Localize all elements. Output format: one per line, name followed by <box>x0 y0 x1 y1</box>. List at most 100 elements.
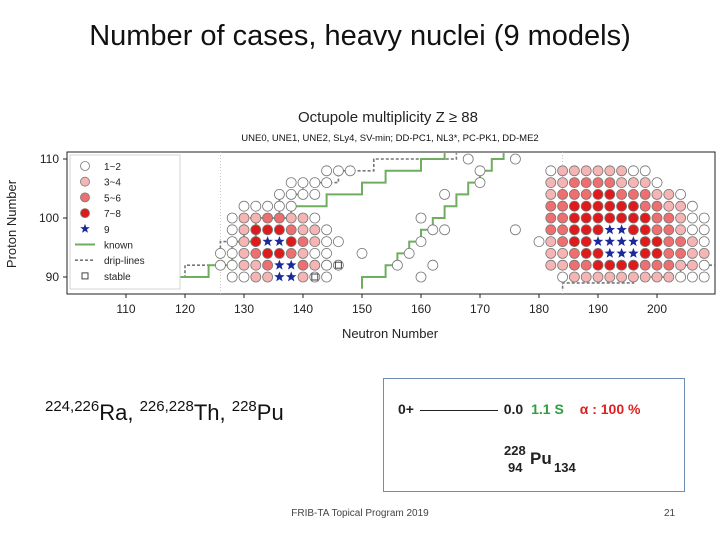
data-point <box>604 177 616 188</box>
data-point <box>663 236 675 248</box>
data-point <box>639 224 651 236</box>
data-point <box>238 236 250 248</box>
data-point <box>592 177 604 188</box>
data-point <box>273 247 285 259</box>
data-point <box>285 224 297 236</box>
data-point <box>332 165 344 177</box>
legend-label: 5~6 <box>104 193 121 204</box>
data-point <box>250 224 262 236</box>
data-point <box>592 271 604 283</box>
legend-label: drip-lines <box>104 256 145 267</box>
legend-swatch <box>80 223 90 233</box>
data-point <box>214 259 226 271</box>
data-point <box>639 200 651 212</box>
data-point <box>545 224 557 236</box>
data-point <box>651 200 663 212</box>
legend-swatch <box>80 176 90 187</box>
data-point <box>687 212 698 224</box>
x-axis-label: Neutron Number <box>342 326 439 341</box>
data-point-star <box>286 271 297 282</box>
data-point <box>651 271 663 283</box>
data-point <box>687 247 698 259</box>
data-point <box>510 153 521 165</box>
data-point <box>569 247 580 259</box>
data-point-star <box>274 271 285 282</box>
data-point <box>687 259 698 271</box>
data-point <box>238 271 250 283</box>
data-point <box>687 200 698 212</box>
page-number: 21 <box>664 508 676 519</box>
data-point <box>474 165 486 177</box>
nuclide-label: 228 94 Pu 134 <box>502 443 592 483</box>
y-tick-label: 90 <box>46 270 60 284</box>
data-point <box>533 236 545 248</box>
data-point <box>262 212 274 224</box>
y-axis-label: Proton Number <box>4 179 19 268</box>
data-point <box>545 259 557 271</box>
data-point <box>273 200 285 212</box>
data-point <box>698 271 710 283</box>
data-point <box>391 259 403 271</box>
data-point <box>698 259 710 271</box>
data-point <box>309 247 321 259</box>
data-point <box>616 165 627 177</box>
data-point <box>226 259 238 271</box>
data-point <box>545 189 557 200</box>
data-point <box>687 271 698 283</box>
data-point <box>580 165 592 177</box>
data-point <box>297 247 309 259</box>
data-point <box>510 224 521 236</box>
data-point <box>580 259 592 271</box>
data-point <box>651 247 663 259</box>
level-dash <box>419 409 498 411</box>
data-point <box>675 259 686 271</box>
data-point <box>628 200 639 212</box>
data-point <box>214 247 226 259</box>
x-tick-label: 200 <box>647 302 667 316</box>
data-point <box>580 247 592 259</box>
data-point <box>439 224 451 236</box>
y-tick-label: 100 <box>39 211 59 225</box>
data-point <box>356 247 368 259</box>
chart-subtitle: UNE0, UNE1, UNE2, SLy4, SV-min; DD-PC1, … <box>241 133 538 144</box>
data-point <box>580 200 592 212</box>
data-point <box>557 259 568 271</box>
ra-symbol: Ra <box>99 400 128 425</box>
data-point <box>569 189 580 200</box>
data-point <box>285 200 297 212</box>
data-point <box>557 224 568 236</box>
legend-swatch <box>80 208 90 218</box>
data-point <box>321 224 333 236</box>
data-point <box>344 165 356 177</box>
data-point <box>569 165 580 177</box>
data-point <box>639 236 651 248</box>
data-point <box>698 236 710 248</box>
data-point <box>321 247 333 259</box>
data-point <box>545 236 557 248</box>
data-point <box>462 153 474 165</box>
data-point <box>238 224 250 236</box>
data-point <box>663 224 675 236</box>
data-point <box>273 224 285 236</box>
data-point <box>415 236 427 248</box>
data-point-star <box>592 236 604 246</box>
data-point <box>545 200 557 212</box>
y-tick-label: 110 <box>40 152 59 166</box>
data-point <box>285 236 297 248</box>
nuclei-caption: 224,226Ra, 226,228Th, 228Pu <box>45 398 284 425</box>
data-point <box>427 224 439 236</box>
data-point <box>262 200 274 212</box>
data-point <box>557 200 568 212</box>
data-point <box>580 177 592 188</box>
data-point <box>250 236 262 248</box>
data-point <box>616 200 627 212</box>
data-point <box>557 247 568 259</box>
data-point <box>297 271 309 283</box>
data-point <box>663 259 675 271</box>
data-point <box>238 247 250 259</box>
data-point <box>309 189 321 200</box>
x-tick-label: 140 <box>293 302 313 316</box>
data-point <box>569 259 580 271</box>
known-boundary-left <box>125 153 446 289</box>
data-point <box>651 224 663 236</box>
